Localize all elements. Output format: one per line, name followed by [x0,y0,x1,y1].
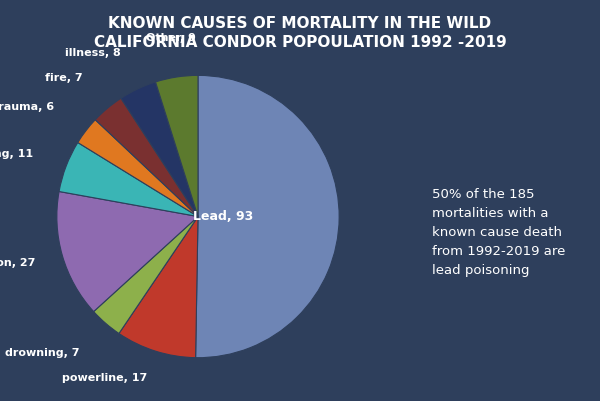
Wedge shape [57,192,198,312]
Text: Other, 9: Other, 9 [146,33,196,43]
Wedge shape [95,98,198,217]
Text: illness, 8: illness, 8 [65,48,121,58]
Text: trauma, 6: trauma, 6 [0,102,55,111]
Text: Lead, 93: Lead, 93 [193,210,254,223]
Wedge shape [196,75,339,358]
Text: fire, 7: fire, 7 [44,73,82,83]
Text: drowning, 7: drowning, 7 [5,348,80,358]
Wedge shape [94,217,198,334]
Text: shooting, 11: shooting, 11 [0,148,33,158]
Wedge shape [59,142,198,217]
Text: powerline, 17: powerline, 17 [62,373,147,383]
Wedge shape [121,82,198,217]
Text: 50% of the 185
mortalities with a
known cause death
from 1992-2019 are
lead pois: 50% of the 185 mortalities with a known … [432,188,565,277]
Wedge shape [78,120,198,217]
Wedge shape [155,75,198,217]
Wedge shape [119,217,198,358]
Text: predation, 27: predation, 27 [0,258,35,268]
Text: KNOWN CAUSES OF MORTALITY IN THE WILD
CALIFORNIA CONDOR POPOULATION 1992 -2019: KNOWN CAUSES OF MORTALITY IN THE WILD CA… [94,16,506,50]
